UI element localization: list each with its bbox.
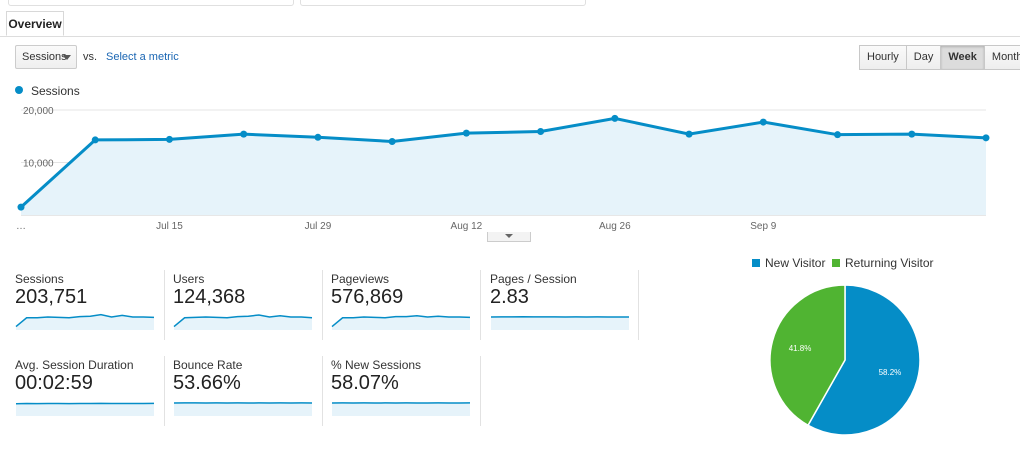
sparkline-area	[332, 402, 470, 416]
period-week-button[interactable]: Week	[940, 45, 985, 70]
x-tick-label: …	[16, 221, 26, 232]
divider	[164, 270, 165, 340]
pie-slice	[769, 284, 846, 427]
stat-sparkline	[173, 314, 313, 330]
sessions-data-point	[834, 131, 842, 139]
sessions-series-line	[19, 116, 987, 209]
sessions-line-chart: 20,000 10,000 … Jul 15 Jul 29 Aug 12 Aug 26 Sep…	[16, 106, 990, 232]
stat-value: 53.66%	[173, 372, 241, 394]
sessions-data-point	[165, 135, 173, 143]
vs-label: vs.	[83, 51, 98, 63]
stat-sparkline	[331, 315, 471, 330]
sessions-data-point	[611, 114, 619, 122]
sessions-data-point	[91, 136, 99, 144]
stat-avg-session-duration[interactable]: Avg. Session Duration 00:02:59	[15, 358, 155, 424]
period-hourly-button[interactable]: Hourly	[859, 45, 907, 70]
divider	[164, 356, 165, 426]
chevron-down-icon	[63, 55, 71, 60]
period-month-button[interactable]: Month	[983, 45, 1020, 70]
stat-value: 576,869	[331, 286, 404, 308]
sessions-area	[21, 118, 986, 215]
sparkline-area	[16, 403, 154, 416]
sparkline-area	[174, 315, 312, 330]
chart-expander[interactable]	[487, 232, 531, 242]
stat-value: 00:02:59	[15, 372, 93, 394]
divider	[480, 356, 481, 426]
sessions-data-point	[314, 133, 322, 141]
tab-overview[interactable]: Overview	[6, 11, 64, 36]
metric-select-value: Sessions	[22, 51, 67, 63]
stat-users[interactable]: Users 124,368	[173, 272, 313, 338]
sparkline-area	[16, 314, 154, 330]
pie-slice	[807, 284, 921, 436]
x-tick-label: Sep 9	[750, 221, 777, 232]
stat-sparkline	[15, 313, 155, 330]
stat-value: 203,751	[15, 286, 88, 308]
sessions-legend-dot	[15, 86, 23, 94]
pie-legend-new-visitor[interactable]: New Visitor	[752, 256, 825, 270]
sessions-data-point	[685, 130, 693, 138]
sessions-data-point	[982, 134, 990, 142]
stat-new-sessions[interactable]: % New Sessions 58.07%	[331, 358, 471, 424]
sessions-legend-label[interactable]: Sessions	[31, 84, 80, 98]
sessions-data-point	[537, 128, 545, 136]
sparkline-area	[332, 315, 470, 330]
stat-label: Avg. Session Duration	[15, 358, 134, 372]
metric-select[interactable]: Sessions	[15, 45, 77, 69]
stat-label: Users	[173, 272, 205, 286]
sparkline-line	[173, 314, 313, 328]
x-tick-label: Jul 15	[156, 221, 183, 232]
period-day-button[interactable]: Day	[905, 45, 942, 70]
top-segment-box-left	[8, 0, 294, 6]
y-tick-label: 20,000	[23, 106, 54, 117]
stat-label: Bounce Rate	[173, 358, 243, 372]
sessions-data-point	[388, 138, 396, 145]
stat-value: 124,368	[173, 286, 246, 308]
chevron-down-icon	[505, 234, 513, 238]
stat-label: % New Sessions	[331, 358, 422, 372]
x-tick-label: Jul 29	[305, 221, 332, 232]
divider	[480, 270, 481, 340]
stat-label: Sessions	[15, 272, 64, 286]
sparkline-line	[331, 315, 471, 328]
top-segment-box-right	[300, 0, 586, 6]
stat-sessions[interactable]: Sessions 203,751	[15, 272, 155, 338]
stat-bounce-rate[interactable]: Bounce Rate 53.66%	[173, 358, 313, 424]
select-metric-link[interactable]: Select a metric	[106, 51, 179, 63]
stat-pages-per-session[interactable]: Pages / Session 2.83	[490, 272, 630, 338]
sessions-data-point	[17, 203, 25, 211]
sparkline-area	[491, 316, 629, 330]
stat-pageviews[interactable]: Pageviews 576,869	[331, 272, 471, 338]
divider	[322, 356, 323, 426]
divider	[322, 270, 323, 340]
stat-sparkline	[15, 402, 155, 416]
period-toggle: Hourly Day Week Month	[859, 45, 1020, 70]
stat-label: Pages / Session	[490, 272, 577, 286]
pie-slice-label: 41.8%	[789, 344, 812, 353]
sessions-data-point	[462, 129, 470, 137]
sessions-data-point	[908, 130, 916, 138]
x-tick-label: Aug 26	[599, 221, 631, 232]
stat-value: 2.83	[490, 286, 529, 308]
sparkline-line	[15, 313, 155, 328]
tab-bar: Overview	[0, 0, 1020, 37]
visitor-type-pie-chart: 58.2% 41.8%	[769, 284, 921, 436]
pie-legend-returning-visitor[interactable]: Returning Visitor	[832, 256, 934, 270]
pie-slice-label: 58.2%	[879, 368, 902, 377]
stat-sparkline	[490, 316, 629, 330]
new-visitor-swatch	[752, 259, 760, 267]
stat-sparkline	[331, 402, 471, 416]
stat-label: Pageviews	[331, 272, 390, 286]
sparkline-area	[174, 402, 312, 416]
pie-legend-label: New Visitor	[765, 256, 826, 270]
y-tick-label: 10,000	[23, 159, 54, 170]
sessions-data-point	[240, 130, 248, 138]
pie-legend-label: Returning Visitor	[845, 256, 934, 270]
divider	[638, 270, 639, 340]
x-tick-label: Aug 12	[451, 221, 483, 232]
stat-value: 58.07%	[331, 372, 399, 394]
stat-sparkline	[173, 402, 313, 416]
sessions-data-point	[759, 118, 767, 126]
returning-visitor-swatch	[832, 259, 840, 267]
